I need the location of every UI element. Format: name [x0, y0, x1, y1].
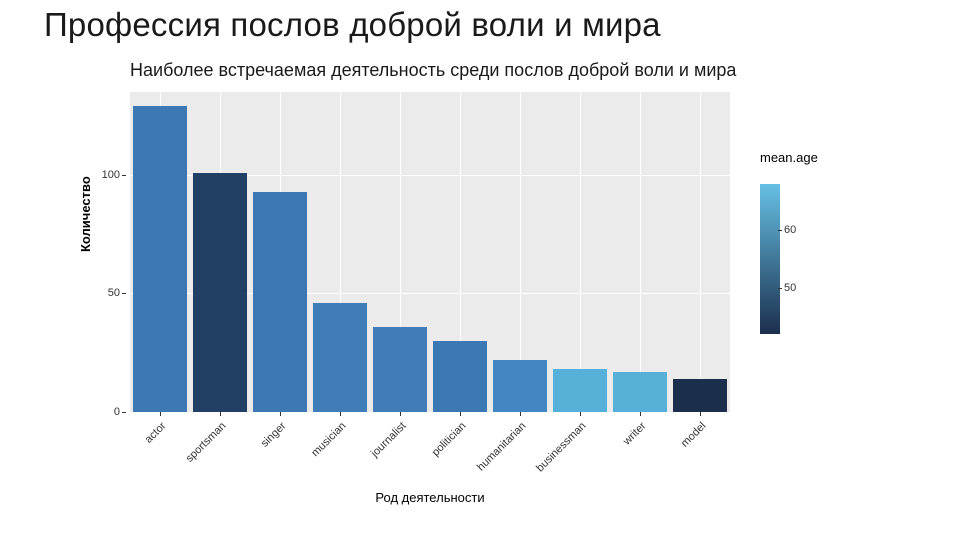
slide: Профессия послов доброй воли и мира Наиб…: [0, 0, 960, 540]
legend: mean.age 5060: [760, 150, 880, 175]
gridline-v: [580, 92, 581, 412]
x-tick-mark: [400, 412, 401, 416]
x-tick-mark: [520, 412, 521, 416]
legend-gradient: [760, 184, 780, 334]
x-tick-mark: [340, 412, 341, 416]
x-tick-mark: [640, 412, 641, 416]
x-tick-mark: [580, 412, 581, 416]
gridline-v: [640, 92, 641, 412]
bar: [253, 192, 307, 412]
bar: [673, 379, 727, 412]
x-tick-mark: [280, 412, 281, 416]
y-tick-label: 100: [90, 169, 120, 181]
bar: [553, 369, 607, 412]
bar: [613, 372, 667, 412]
legend-tick: 60: [784, 224, 796, 236]
x-tick-mark: [700, 412, 701, 416]
bar: [433, 341, 487, 412]
y-tick-label: 50: [90, 287, 120, 299]
bar: [193, 173, 247, 412]
chart-subtitle: Наиболее встречаемая деятельность среди …: [130, 60, 736, 81]
x-tick-mark: [160, 412, 161, 416]
legend-title: mean.age: [760, 150, 880, 165]
plot-panel: [130, 92, 730, 412]
bar: [493, 360, 547, 412]
bar: [313, 303, 367, 412]
x-tick-mark: [220, 412, 221, 416]
bar: [373, 327, 427, 412]
y-axis-title: Количество: [78, 176, 93, 252]
slide-title: Профессия послов доброй воли и мира: [44, 6, 661, 44]
legend-tick: 50: [784, 282, 796, 294]
bar: [133, 106, 187, 412]
x-tick-mark: [460, 412, 461, 416]
gridline-v: [700, 92, 701, 412]
y-tick-label: 0: [90, 406, 120, 418]
